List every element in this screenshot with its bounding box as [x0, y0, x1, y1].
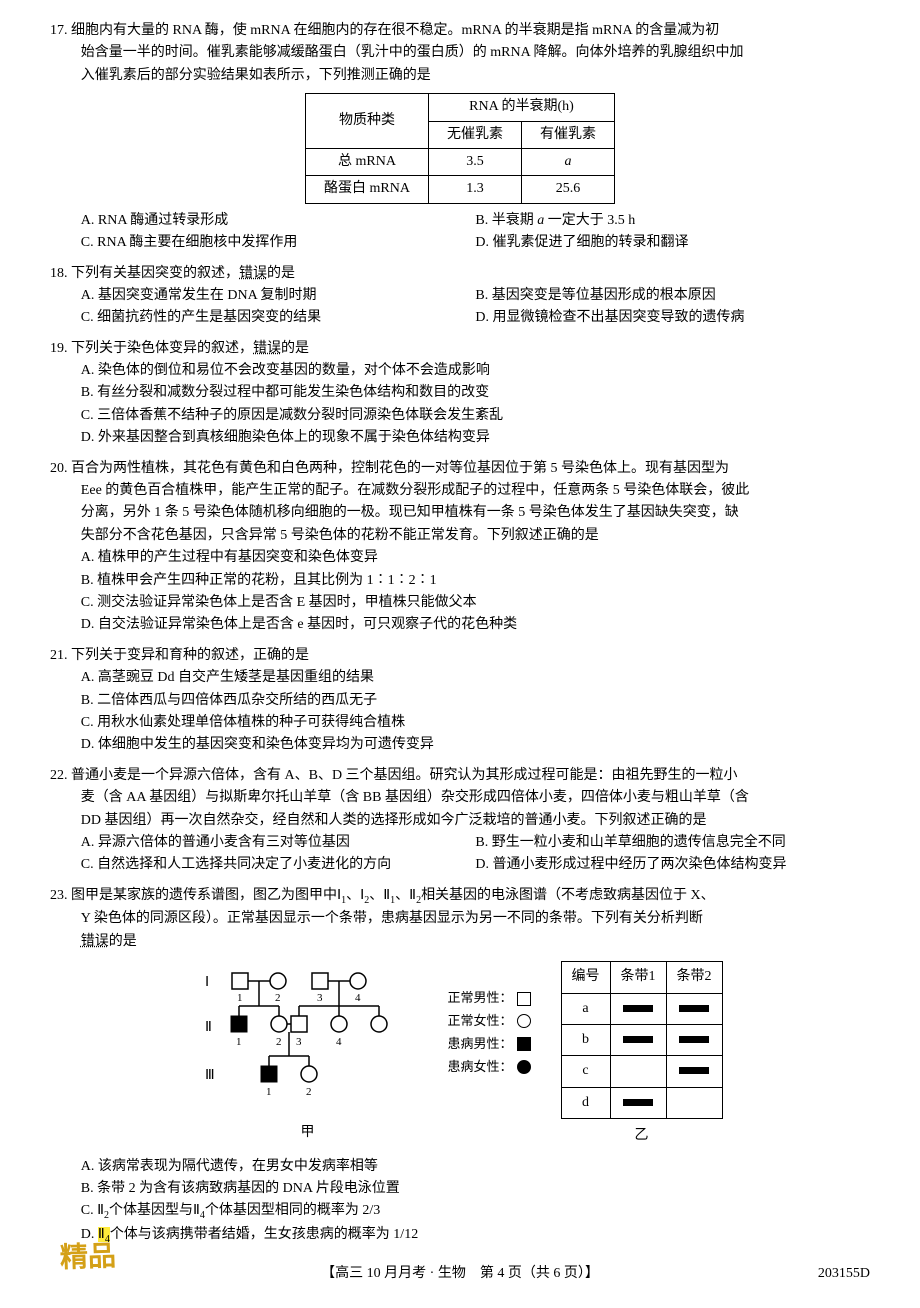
- svg-text:Ⅱ: Ⅱ: [205, 1020, 212, 1035]
- q17-options-row1: A. RNA 酶通过转录形成 B. 半衰期 a 一定大于 3.5 h: [50, 210, 870, 232]
- option-c: C. RNA 酶主要在细胞核中发挥作用: [81, 232, 476, 254]
- q-number: 23.: [50, 888, 68, 903]
- option-d: D. Ⅱ4个体与该病携带者结婚，生女孩患病的概率为 1/12: [81, 1224, 870, 1248]
- svg-text:Ⅰ: Ⅰ: [205, 975, 209, 990]
- option-c: C. Ⅱ2个体基因型与Ⅱ4个体基因型相同的概率为 2/3: [81, 1200, 870, 1224]
- svg-text:2: 2: [306, 1086, 312, 1098]
- question-20: 20. 百合为两性植株，其花色有黄色和白色两种，控制花色的一对等位基因位于第 5…: [50, 458, 870, 637]
- option-d: D. 用显微镜检查不出基因突变导致的遗传病: [475, 307, 870, 329]
- svg-text:1: 1: [266, 1086, 272, 1098]
- svg-text:3: 3: [296, 1036, 302, 1048]
- option-a: A. RNA 酶通过转录形成: [81, 210, 476, 232]
- option-c: C. 三倍体香蕉不结种子的原因是减数分裂时同源染色体联会发生紊乱: [81, 405, 870, 427]
- band-d2: [666, 1087, 722, 1118]
- halflife-table: 物质种类 RNA 的半衰期(h) 无催乳素 有催乳素 总 mRNA 3.5 a …: [305, 93, 615, 204]
- band-d1: [610, 1087, 666, 1118]
- q-number: 20.: [50, 461, 68, 476]
- svg-text:3: 3: [317, 992, 323, 1004]
- square-open-icon: [517, 992, 531, 1006]
- option-b: B. 基因突变是等位基因形成的根本原因: [475, 285, 870, 307]
- option-d: D. 催乳素促进了细胞的转录和翻译: [475, 232, 870, 254]
- figure-caption-yi: 乙: [561, 1125, 723, 1147]
- q-number: 19.: [50, 341, 68, 356]
- q-number: 18.: [50, 266, 68, 281]
- q-number: 17.: [50, 23, 68, 38]
- question-19: 19. 下列关于染色体变异的叙述，错误的是 A. 染色体的倒位和易位不会改变基因…: [50, 338, 870, 450]
- option-a: A. 高茎豌豆 Dd 自交产生矮茎是基因重组的结果: [81, 667, 870, 689]
- circle-fill-icon: [517, 1060, 531, 1074]
- option-d: D. 体细胞中发生的基因突变和染色体变异均为可遗传变异: [81, 734, 870, 756]
- band-a1: [610, 993, 666, 1024]
- band-b1: [610, 1025, 666, 1056]
- question-18: 18. 下列有关基因突变的叙述，错误的是 A. 基因突变通常发生在 DNA 复制…: [50, 263, 870, 330]
- option-a: A. 基因突变通常发生在 DNA 复制时期: [81, 285, 476, 307]
- q17-stem: 17. 细胞内有大量的 RNA 酶，使 mRNA 在细胞内的存在很不稳定。mRN…: [50, 20, 870, 42]
- option-b: B. 植株甲会产生四种正常的花粉，且其比例为 1∶1∶2∶1: [81, 570, 870, 592]
- option-b: B. 条带 2 为含有该病致病基因的 DNA 片段电泳位置: [81, 1178, 870, 1200]
- pedigree-figure: Ⅰ 1 2 3 4: [197, 961, 417, 1144]
- question-17: 17. 细胞内有大量的 RNA 酶，使 mRNA 在细胞内的存在很不稳定。mRN…: [50, 20, 870, 255]
- band-c1: [610, 1056, 666, 1087]
- question-21: 21. 下列关于变异和育种的叙述，正确的是 A. 高茎豌豆 Dd 自交产生矮茎是…: [50, 645, 870, 757]
- question-23: 23. 图甲是某家族的遗传系谱图，图乙为图甲中Ⅰ1、Ⅰ2、Ⅱ1、Ⅱ2相关基因的电…: [50, 885, 870, 1248]
- footer-code: 203155D: [818, 1263, 870, 1285]
- page-footer: 精品 【高三 10 月月考 · 生物 第 4 页（共 6 页）】 203155D: [50, 1263, 870, 1285]
- question-22: 22. 普通小麦是一个异源六倍体，含有 A、B、D 三个基因组。研究认为其形成过…: [50, 765, 870, 877]
- band-a2: [666, 993, 722, 1024]
- band-b2: [666, 1025, 722, 1056]
- option-c: C. 细菌抗药性的产生是基因突变的结果: [81, 307, 476, 329]
- option-b: B. 野生一粒小麦和山羊草细胞的遗传信息完全不同: [475, 832, 870, 854]
- q17-options-row2: C. RNA 酶主要在细胞核中发挥作用 D. 催乳素促进了细胞的转录和翻译: [50, 232, 870, 254]
- option-b: B. 二倍体西瓜与四倍体西瓜杂交所结的西瓜无子: [81, 690, 870, 712]
- watermark-icon: 精品: [59, 1235, 117, 1282]
- svg-text:2: 2: [276, 1036, 282, 1048]
- option-d: D. 外来基因整合到真核细胞染色体上的现象不属于染色体结构变异: [81, 427, 870, 449]
- option-a: A. 该病常表现为隔代遗传，在男女中发病率相等: [81, 1156, 870, 1178]
- svg-text:Ⅲ: Ⅲ: [205, 1068, 215, 1083]
- svg-text:4: 4: [355, 992, 361, 1004]
- option-b: B. 有丝分裂和减数分裂过程中都可能发生染色体结构和数目的改变: [81, 382, 870, 404]
- band-c2: [666, 1056, 722, 1087]
- option-c: C. 用秋水仙素处理单倍体植株的种子可获得纯合植株: [81, 712, 870, 734]
- footer-center: 【高三 10 月月考 · 生物 第 4 页（共 6 页）】: [321, 1266, 599, 1281]
- svg-text:1: 1: [237, 992, 243, 1004]
- svg-text:1: 1: [236, 1036, 242, 1048]
- gel-table: 编号 条带1 条带2 a b c: [561, 961, 723, 1119]
- square-fill-icon: [517, 1037, 531, 1051]
- option-a: A. 植株甲的产生过程中有基因突变和染色体变异: [81, 547, 870, 569]
- gel-figure: 编号 条带1 条带2 a b c: [561, 961, 723, 1147]
- q-number: 22.: [50, 768, 68, 783]
- option-a: A. 异源六倍体的普通小麦含有三对等位基因: [81, 832, 476, 854]
- option-a: A. 染色体的倒位和易位不会改变基因的数量，对个体不会造成影响: [81, 360, 870, 382]
- option-d: D. 普通小麦形成过程中经历了两次染色体结构变异: [475, 854, 870, 876]
- svg-text:2: 2: [275, 992, 281, 1004]
- pedigree-svg: Ⅰ 1 2 3 4: [197, 961, 417, 1111]
- pedigree-legend: 正常男性： 正常女性： 患病男性： 患病女性：: [447, 961, 530, 1079]
- option-d: D. 自交法验证异常染色体上是否含 e 基因时，可只观察子代的花色种类: [81, 614, 870, 636]
- option-c: C. 自然选择和人工选择共同决定了小麦进化的方向: [81, 854, 476, 876]
- option-c: C. 测交法验证异常染色体上是否含 E 基因时，甲植株只能做父本: [81, 592, 870, 614]
- svg-text:4: 4: [336, 1036, 342, 1048]
- option-b: B. 半衰期 a 一定大于 3.5 h: [475, 210, 870, 232]
- figure-caption-jia: 甲: [197, 1122, 417, 1144]
- q23-figures: Ⅰ 1 2 3 4: [50, 961, 870, 1147]
- circle-open-icon: [517, 1014, 531, 1028]
- q-number: 21.: [50, 648, 68, 663]
